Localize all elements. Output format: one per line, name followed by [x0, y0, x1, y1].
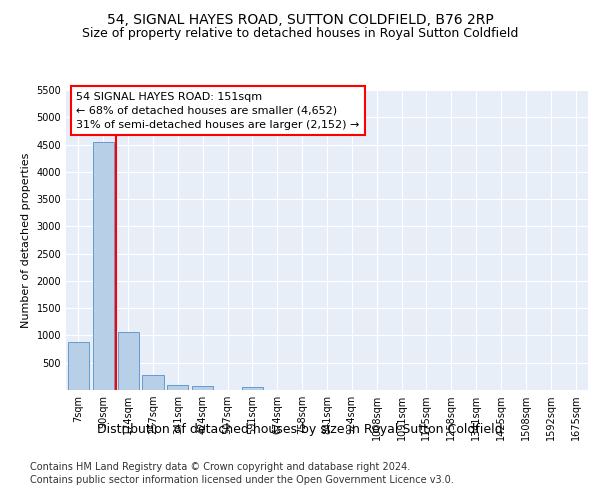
Text: Contains HM Land Registry data © Crown copyright and database right 2024.: Contains HM Land Registry data © Crown c… [30, 462, 410, 472]
Bar [142, 376, 164, 390]
Bar [118, 332, 139, 390]
Text: 54 SIGNAL HAYES ROAD: 151sqm
← 68% of detached houses are smaller (4,652)
31% of: 54 SIGNAL HAYES ROAD: 151sqm ← 68% of de… [76, 92, 360, 130]
Y-axis label: Number of detached properties: Number of detached properties [21, 152, 31, 328]
Text: Size of property relative to detached houses in Royal Sutton Coldfield: Size of property relative to detached ho… [82, 28, 518, 40]
Bar [167, 385, 188, 390]
Text: 54, SIGNAL HAYES ROAD, SUTTON COLDFIELD, B76 2RP: 54, SIGNAL HAYES ROAD, SUTTON COLDFIELD,… [107, 12, 493, 26]
Bar [68, 342, 89, 390]
Text: Distribution of detached houses by size in Royal Sutton Coldfield: Distribution of detached houses by size … [97, 422, 503, 436]
Bar [93, 142, 114, 390]
Bar [192, 386, 213, 390]
Text: Contains public sector information licensed under the Open Government Licence v3: Contains public sector information licen… [30, 475, 454, 485]
Bar [242, 386, 263, 390]
